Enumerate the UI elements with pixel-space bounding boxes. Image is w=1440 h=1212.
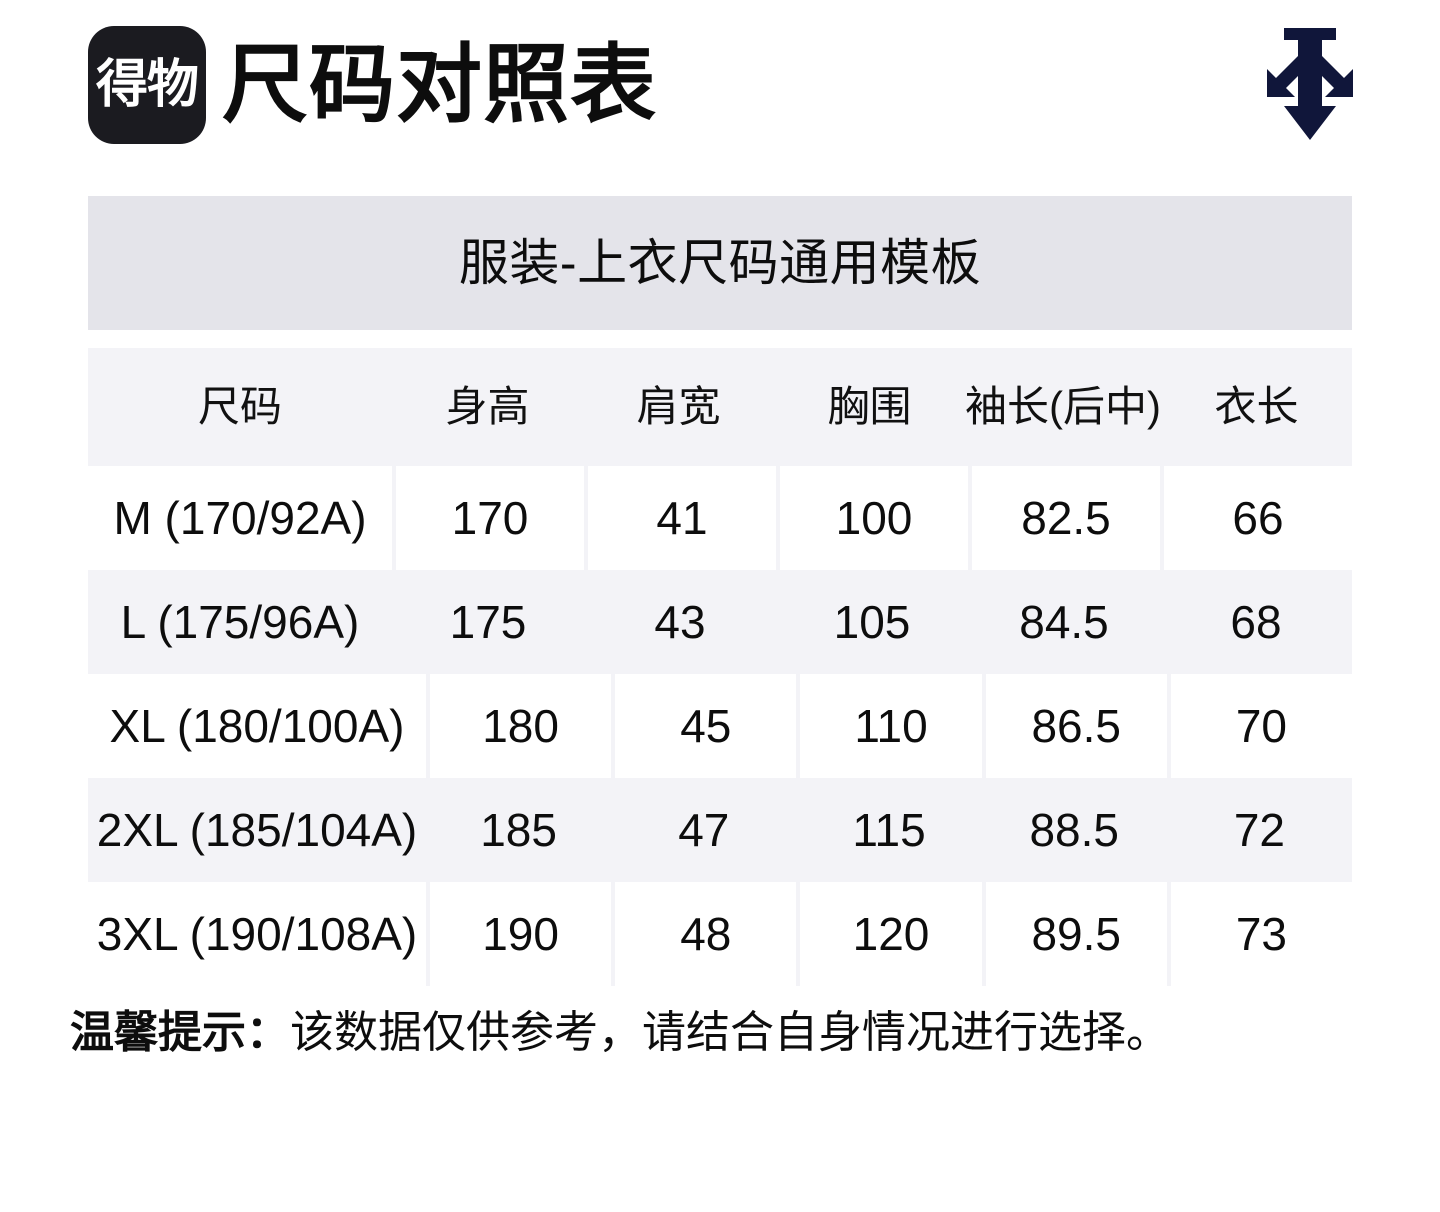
table-row: 3XL (190/108A) 190 48 120 89.5 73 [88,882,1353,986]
descente-logo [1240,20,1380,148]
table-row: M (170/92A) 170 41 100 82.5 66 [88,466,1352,570]
disclaimer-body: 该数据仅供参考，请结合自身情况进行选择。 [290,1008,1170,1057]
cell-size: M (170/92A) [88,466,392,570]
cell-shoulder: 41 [588,466,776,570]
cell-shoulder: 43 [654,596,706,648]
cell-shoulder: 47 [678,804,730,856]
cell-length: 73 [1170,882,1353,986]
column-header-height: 身高 [445,383,530,430]
page-title: 尺码对照表 [222,37,657,133]
dewu-brand-badge: 得物 [88,26,206,144]
cell-height: 190 [430,882,612,986]
cell-length: 66 [1164,466,1352,570]
cell-height: 175 [449,596,527,648]
table-title-band: 服装-上衣尺码通用模板 [88,196,1352,330]
table-row: XL (180/100A) 180 45 110 86.5 70 [88,674,1353,778]
table-title: 服装-上衣尺码通用模板 [458,235,982,291]
cell-sleeve: 89.5 [985,882,1167,986]
cell-size: 2XL (185/104A) [96,804,418,856]
cell-height: 185 [480,804,557,856]
disclaimer-note: 温馨提示：该数据仅供参考，请结合自身情况进行选择。 [70,1005,1390,1061]
cell-chest: 115 [852,804,926,856]
table-row: 2XL (185/104A) 185 47 115 88.5 72 [88,778,1352,882]
cell-shoulder: 48 [615,882,797,986]
table-header-row: 尺码 身高 肩宽 胸围 袖长(后中) 衣长 [88,348,1352,466]
cell-shoulder: 45 [615,674,797,778]
page-header: 得物 尺码对照表 [0,0,1440,180]
column-header-length: 衣长 [1214,383,1299,430]
cell-length: 70 [1170,674,1353,778]
column-header-shoulder: 肩宽 [636,383,721,430]
cell-length: 72 [1233,804,1285,856]
cell-size: L (175/96A) [120,596,360,648]
cell-chest: 100 [780,466,968,570]
cell-length: 68 [1230,596,1282,648]
cell-chest: 105 [833,596,911,648]
cell-chest: 120 [800,882,982,986]
disclaimer-lead: 温馨提示： [70,1008,290,1057]
cell-sleeve: 82.5 [972,466,1160,570]
cell-height: 180 [430,674,612,778]
cell-sleeve: 84.5 [1019,596,1109,648]
size-table: 尺码 身高 肩宽 胸围 袖长(后中) 衣长 M (170/92A) 170 41… [88,348,1353,986]
column-header-size: 尺码 [197,383,282,430]
table-row: L (175/96A) 175 43 105 84.5 68 [88,570,1352,674]
dewu-brand-badge-label: 得物 [95,55,199,115]
cell-sleeve: 86.5 [985,674,1167,778]
cell-height: 170 [396,466,584,570]
cell-size: XL (180/100A) [88,674,426,778]
cell-chest: 110 [800,674,982,778]
column-header-sleeve: 袖长(后中) [965,383,1161,430]
cell-size: 3XL (190/108A) [88,882,426,986]
column-header-chest: 胸围 [827,383,912,430]
cell-sleeve: 88.5 [1029,804,1119,856]
